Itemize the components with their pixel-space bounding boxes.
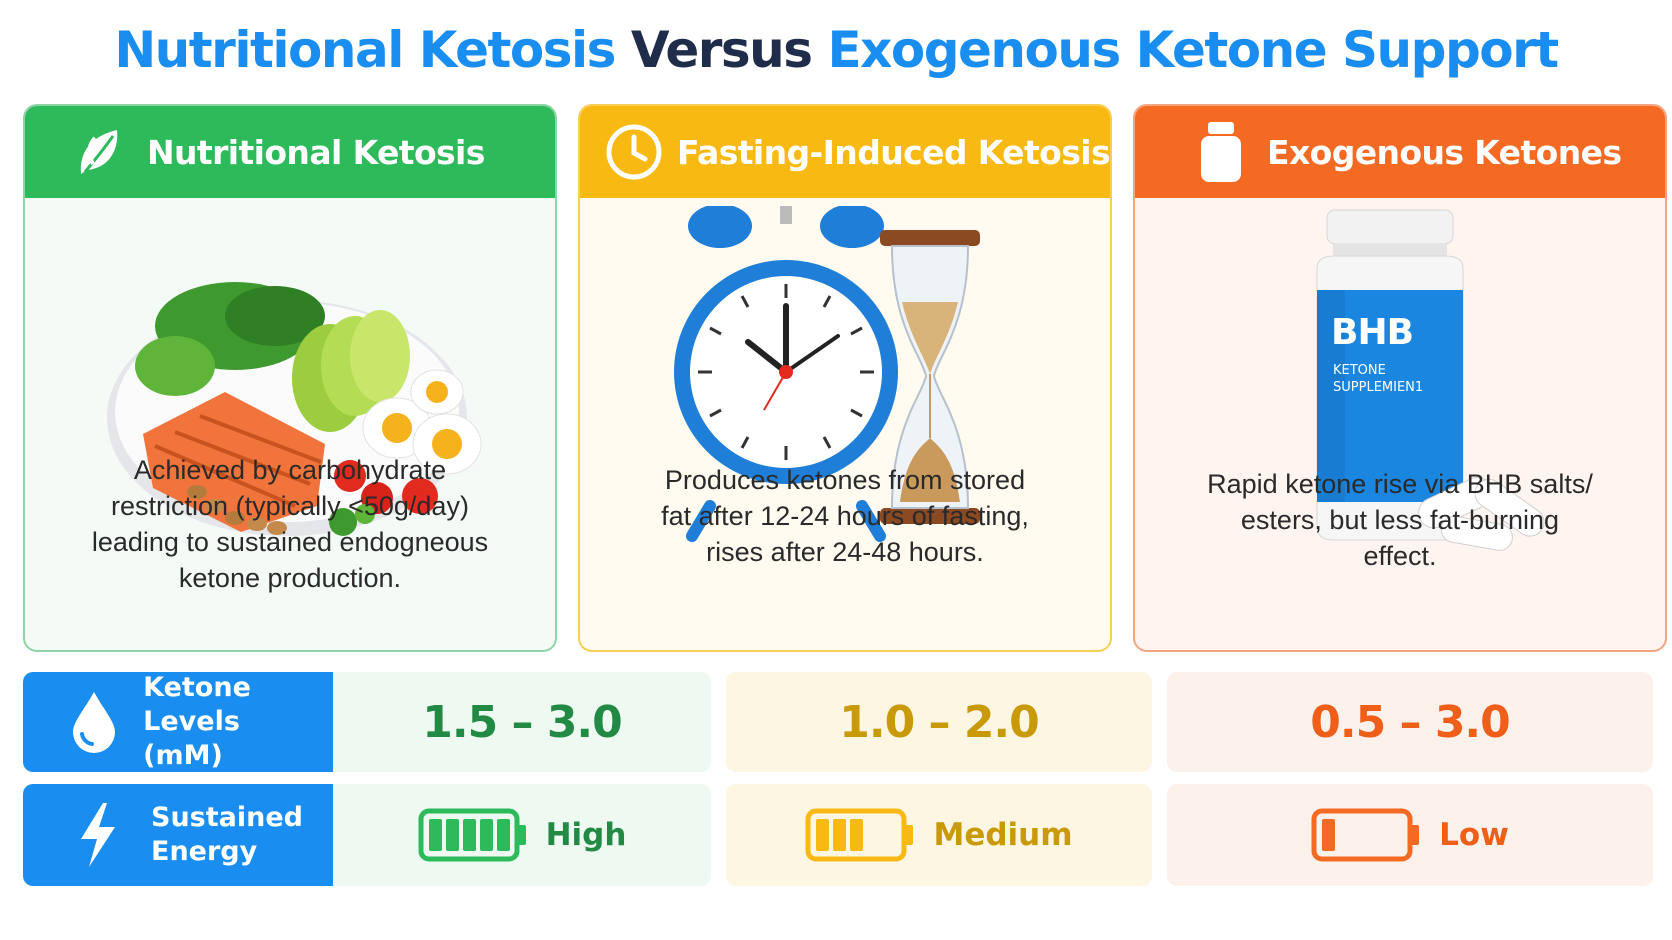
description-line: esters, but less fat-burning (1240, 505, 1560, 535)
title-part-versus: Versus (630, 21, 813, 79)
bottle-sublabel-line: KETONE (1333, 363, 1386, 378)
card-fasting-induced-ketosis: Fasting-Induced Ketosis (578, 104, 1112, 652)
card-description: Rapid ketone rise via BHB salts/ esters,… (1165, 466, 1635, 574)
description-line: Achieved by carbohydrate (133, 455, 447, 485)
card-nutritional-ketosis: Nutritional Ketosis (23, 104, 557, 652)
water-drop-icon (63, 687, 125, 757)
title-part-nutritional-ketosis: Nutritional Ketosis (114, 21, 616, 79)
row-label-line: (mM) (143, 740, 223, 771)
bottle-label: BHB (1331, 312, 1414, 353)
description-line: Produces ketones from stored (664, 465, 1026, 495)
lightning-bolt-icon (63, 800, 133, 870)
row-label-line: Sustained (151, 802, 303, 833)
description-line: Rapid ketone rise via BHB salts/ (1207, 469, 1593, 499)
clock-icon (604, 120, 663, 184)
food-plate-illustration (25, 206, 555, 566)
card-title: Fasting-Induced Ketosis (677, 132, 1110, 172)
battery-segment (428, 819, 442, 851)
battery-segment (816, 819, 830, 851)
leaf-icon (69, 120, 133, 184)
bottle-sublabel-line: SUPPLEMIEN1 (1333, 380, 1424, 395)
alarm-clock-hourglass-illustration (580, 204, 1110, 566)
row-label-ketone-levels: Ketone Levels (mM) (23, 672, 333, 772)
card-header-exogenous-ketones: Exogenous Ketones (1135, 106, 1665, 198)
card-header-nutritional-ketosis: Nutritional Ketosis (25, 106, 555, 198)
battery-icon (1311, 808, 1420, 862)
card-description: Achieved by carbohydrate restriction (ty… (55, 452, 525, 596)
battery-icon (805, 808, 914, 862)
page-title: Nutritional Ketosis Versus Exogenous Ket… (0, 18, 1672, 82)
description-line: effect. (1363, 541, 1437, 571)
ketone-level-value: 0.5 – 3.0 (1310, 696, 1511, 748)
battery-segment (1322, 819, 1336, 851)
row-label-text: Ketone Levels (mM) (143, 671, 333, 773)
description-line: rises after 24-48 hours. (706, 537, 984, 567)
battery-segment (850, 819, 864, 851)
description-line: fat after 12-24 hours of fasting, (661, 501, 1029, 531)
ketone-level-exogenous: 0.5 – 3.0 (1167, 672, 1653, 772)
energy-level-text: Medium (933, 817, 1073, 853)
bottle-sublabel: KETONE SUPPLEMIEN1 (1333, 362, 1423, 396)
battery-icon (418, 808, 526, 862)
battery-segment (445, 819, 459, 851)
battery-segment (496, 819, 510, 851)
card-header-fasting-induced-ketosis: Fasting-Induced Ketosis (580, 106, 1110, 198)
ketone-level-fasting: 1.0 – 2.0 (726, 672, 1152, 772)
energy-fasting: Medium (726, 784, 1152, 886)
row-label-line: Ketone Levels (143, 672, 251, 737)
description-line: leading to sustained endogneous (91, 527, 489, 557)
description-line: restriction (typically <50g/day) (111, 491, 469, 521)
card-title: Nutritional Ketosis (147, 132, 485, 172)
description-line: ketone production. (178, 563, 402, 593)
ketone-level-value: 1.5 – 3.0 (422, 696, 623, 748)
energy-level-text: High (545, 817, 627, 853)
bhb-supplement-bottle-illustration: BHB KETONE SUPPLEMIEN1 (1135, 206, 1665, 566)
row-label-sustained-energy: Sustained Energy (23, 784, 333, 886)
card-exogenous-ketones: Exogenous Ketones BHB KETONE SUPPLEMIEN1 (1133, 104, 1667, 652)
ketone-level-nutritional: 1.5 – 3.0 (333, 672, 711, 772)
supplement-bottle-icon (1189, 120, 1253, 184)
energy-exogenous: Low (1167, 784, 1653, 886)
row-label-text: Sustained Energy (151, 801, 303, 869)
energy-level-text: Low (1439, 817, 1509, 853)
card-description: Produces ketones from stored fat after 1… (610, 462, 1080, 570)
row-label-line: Energy (151, 836, 258, 867)
battery-segment (462, 819, 476, 851)
title-part-exogenous: Exogenous Ketone Support (827, 21, 1559, 79)
battery-segment (833, 819, 847, 851)
ketone-level-value: 1.0 – 2.0 (839, 696, 1040, 748)
energy-nutritional: High (333, 784, 711, 886)
card-title: Exogenous Ketones (1267, 132, 1622, 172)
battery-segment (479, 819, 493, 851)
